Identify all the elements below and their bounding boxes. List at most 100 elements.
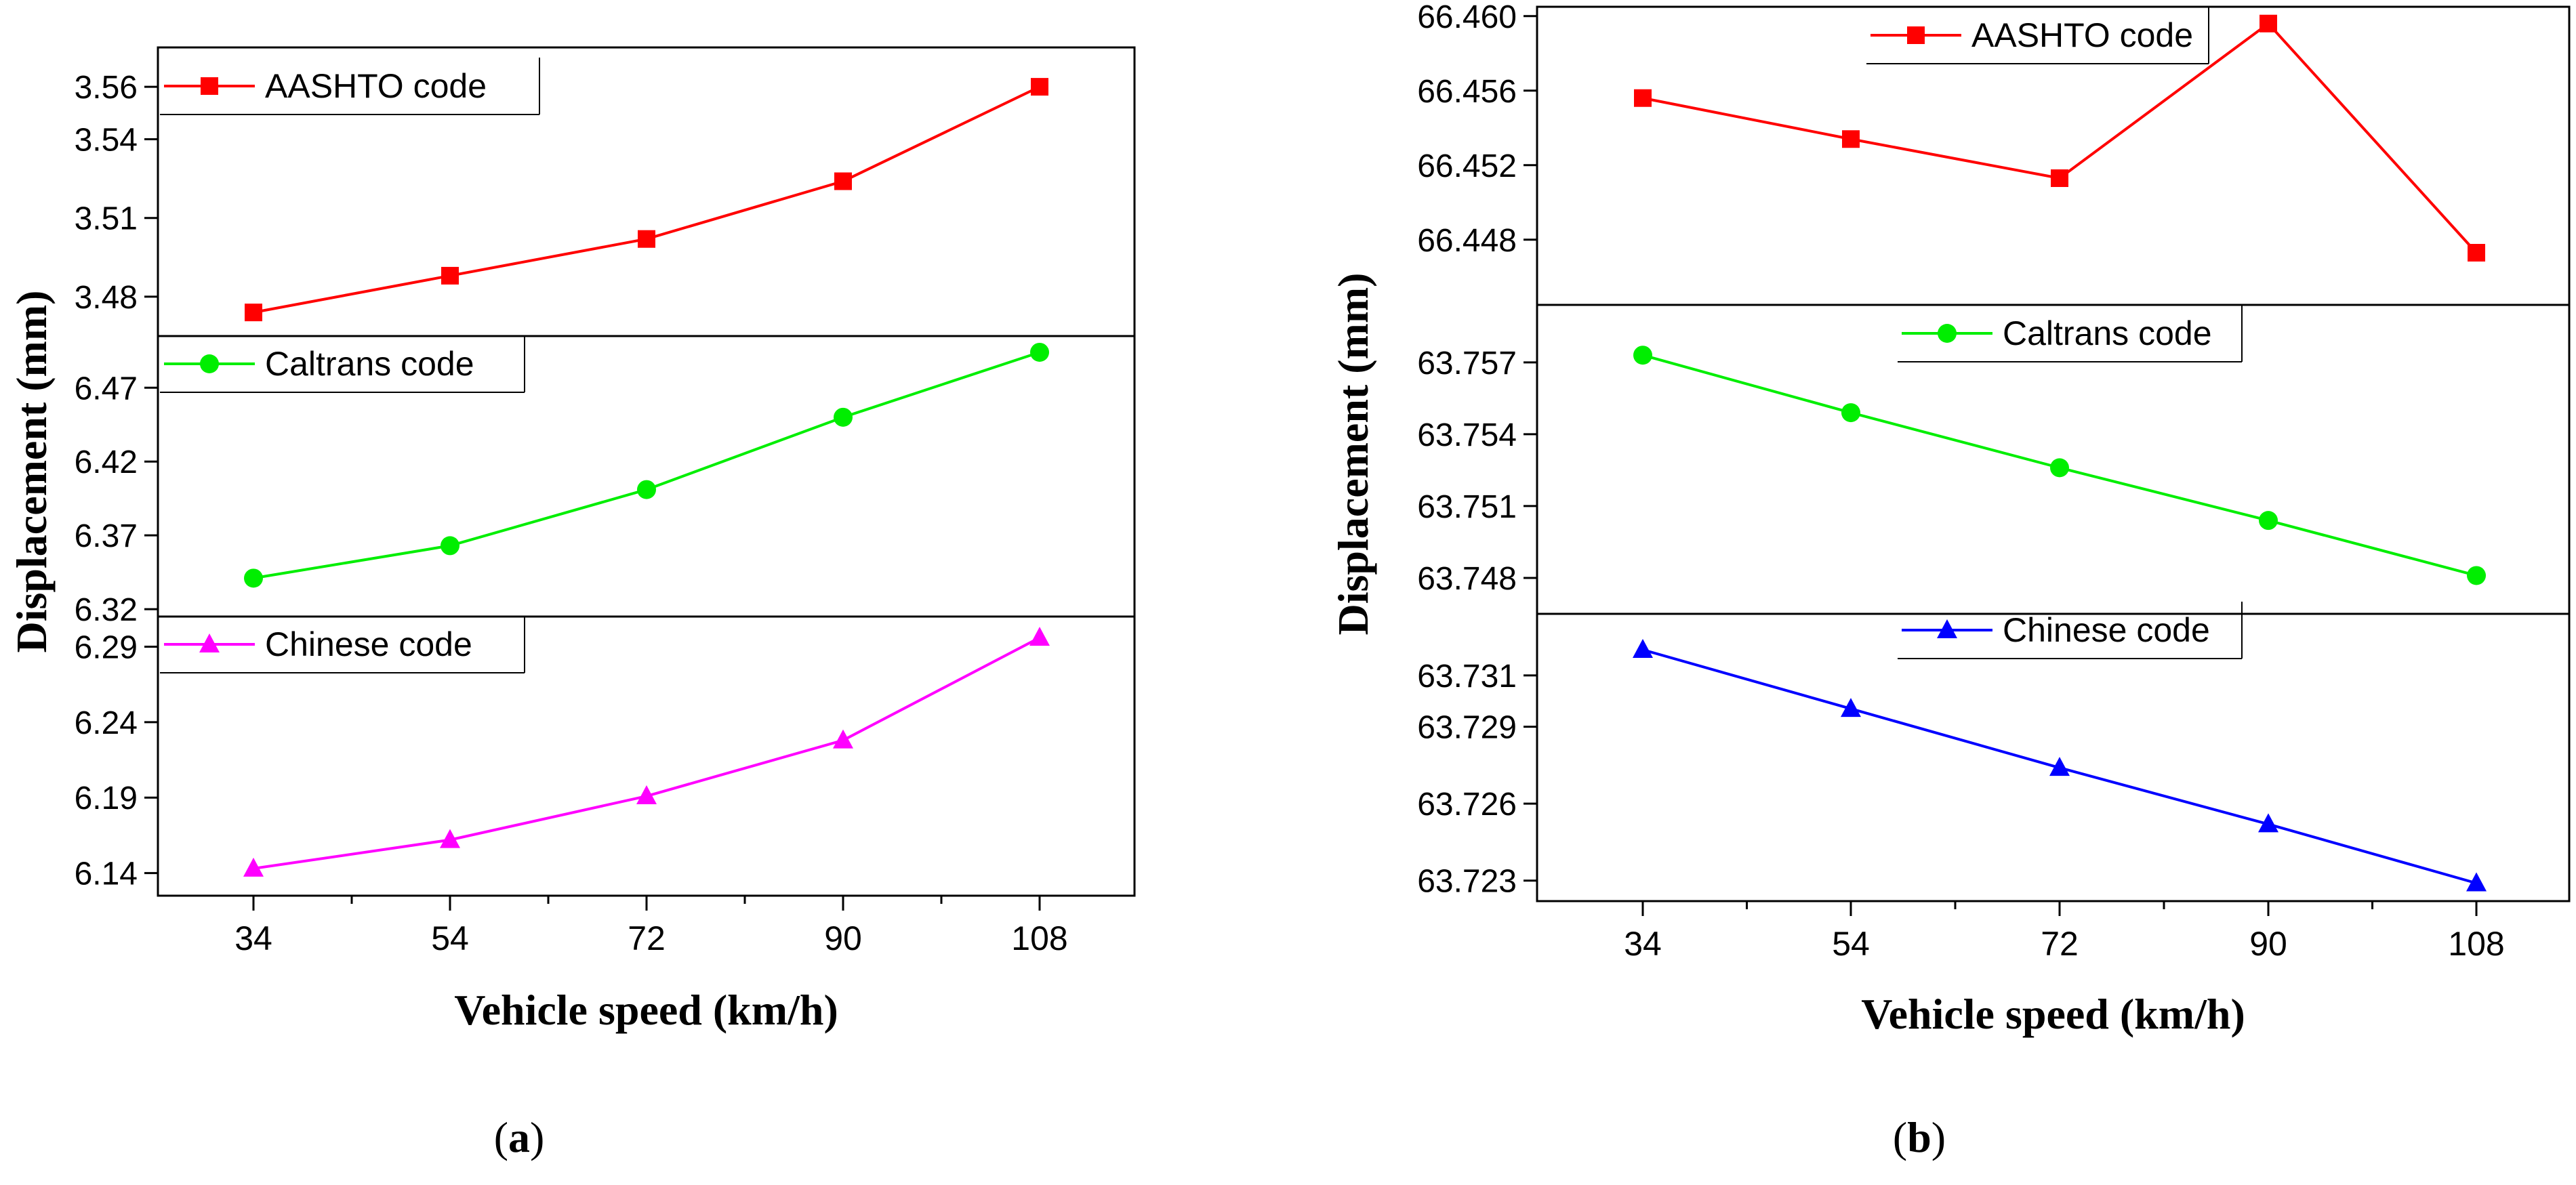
x-axis-label: Vehicle speed (km/h): [1861, 990, 2245, 1038]
series-chinese-code: 63.723 63.726 63.729 63.731 Chinese code: [1417, 602, 2487, 900]
x-tick-label: 90: [2249, 925, 2287, 963]
series-caltrans-code: 6.32 6.37 6.42 6.47 Caltrans code: [75, 335, 1049, 628]
data-point: [1634, 89, 1652, 107]
data-point: [637, 480, 656, 499]
y-tick-label: 6.24: [75, 705, 138, 741]
y-tick-label: 66.452: [1417, 148, 1517, 184]
y-tick-label: 63.726: [1417, 787, 1517, 823]
y-tick-label: 3.51: [75, 201, 138, 237]
y-tick-label: 3.56: [75, 70, 138, 106]
legend-entry: Chinese code: [160, 616, 525, 673]
x-tick-label: 108: [1011, 919, 1067, 957]
chart-panel-b: 34 54 72 90 108 Vehicle speed (km/h) Displacem…: [1329, 0, 2571, 1161]
legend-label: AASHTO code: [265, 67, 487, 105]
data-point: [834, 172, 852, 190]
data-point: [2260, 14, 2277, 33]
data-point: [1841, 403, 1860, 423]
series-line: [1642, 22, 2478, 254]
panel-label: (a): [494, 1113, 545, 1161]
data-point: [2258, 813, 2278, 833]
data-point: [1029, 627, 1050, 646]
series-caltrans-code: 63.748 63.751 63.754 63.757 Caltrans code: [1417, 305, 2486, 597]
data-point: [636, 785, 657, 805]
y-tick-label: 6.14: [75, 856, 138, 892]
data-point: [2259, 511, 2278, 531]
chart-panel-a: 34 54 72 90 108 Vehicle speed (km/h) Displacem…: [7, 46, 1136, 1161]
x-tick-label: 72: [2041, 925, 2079, 963]
data-point: [2466, 872, 2487, 892]
legend-entry: Chinese code: [1898, 602, 2243, 659]
data-point: [1841, 698, 1861, 718]
data-point: [2049, 757, 2070, 776]
legend-marker: [1907, 26, 1925, 44]
data-point: [441, 266, 459, 285]
y-tick-label: 6.47: [75, 371, 138, 407]
data-point: [1030, 342, 1049, 362]
y-tick-label: 6.37: [75, 518, 138, 554]
y-tick-label: 3.54: [75, 123, 138, 159]
x-tick-label: 72: [628, 919, 666, 957]
legend-label: Caltrans code: [265, 345, 474, 383]
data-point: [833, 729, 853, 749]
data-point: [1031, 78, 1048, 96]
y-tick-label: 63.754: [1417, 417, 1517, 453]
plot-frame: [1536, 5, 2571, 902]
series-aashto-code: 66.448 66.452 66.456 66.460 AASHTO code: [1417, 0, 2485, 262]
legend-entry: AASHTO code: [160, 58, 540, 115]
legend-entry: Caltrans code: [1898, 305, 2243, 362]
data-point: [243, 857, 264, 877]
panel-label: (b): [1893, 1113, 1946, 1161]
data-point: [245, 304, 262, 322]
data-point: [1842, 130, 1860, 148]
data-point: [2468, 244, 2485, 262]
y-tick-label: 66.460: [1417, 0, 1517, 35]
legend-label: Chinese code: [265, 625, 472, 663]
x-tick-label: 34: [1624, 925, 1662, 963]
y-axis-label: Displacement (mm): [1329, 273, 1377, 636]
legend-entry: AASHTO code: [1866, 7, 2209, 64]
data-point: [2051, 169, 2068, 187]
y-tick-label: 63.757: [1417, 346, 1517, 381]
data-point: [1633, 346, 1652, 365]
series-aashto-code: 3.48 3.51 3.54 3.56 AASHTO code: [75, 58, 1048, 322]
legend-entry: Caltrans code: [160, 335, 525, 393]
legend-marker: [200, 354, 219, 373]
data-point: [244, 568, 263, 588]
y-tick-label: 63.729: [1417, 710, 1517, 746]
y-tick-label: 6.32: [75, 592, 138, 628]
data-point: [638, 230, 655, 248]
y-tick-label: 6.42: [75, 444, 138, 480]
legend-marker: [199, 633, 220, 652]
x-tick-label: 54: [431, 919, 469, 957]
legend-label: AASHTO code: [1971, 16, 2193, 54]
data-point: [441, 536, 459, 556]
y-tick-label: 66.456: [1417, 74, 1517, 110]
x-tick-label: 108: [2448, 925, 2504, 963]
x-tick-label: 54: [1832, 925, 1870, 963]
data-point: [440, 829, 460, 848]
y-tick-label: 66.448: [1417, 223, 1517, 259]
series-line: [253, 351, 1040, 580]
data-point: [2050, 458, 2069, 478]
x-tick-label: 34: [234, 919, 272, 957]
data-point: [1633, 639, 1653, 658]
legend-marker: [1938, 324, 1957, 343]
y-tick-label: 63.723: [1417, 864, 1517, 900]
series-chinese-code: 6.14 6.19 6.24 6.29 Chinese code: [75, 616, 1050, 892]
y-tick-label: 63.748: [1417, 561, 1517, 597]
y-tick-label: 6.19: [75, 781, 138, 816]
x-tick-label: 90: [824, 919, 862, 957]
y-tick-label: 63.751: [1417, 489, 1517, 525]
y-tick-label: 63.731: [1417, 659, 1517, 694]
x-axis-label: Vehicle speed (km/h): [454, 986, 838, 1034]
legend-label: Chinese code: [2003, 611, 2210, 649]
plot-frame: [157, 46, 1136, 897]
y-axis-label: Displacement (mm): [7, 291, 56, 653]
legend-marker: [1937, 619, 1957, 638]
data-point: [2467, 566, 2486, 585]
data-point: [834, 407, 853, 427]
y-tick-label: 6.29: [75, 630, 138, 666]
y-tick-label: 3.48: [75, 280, 138, 316]
series-line: [253, 85, 1040, 314]
